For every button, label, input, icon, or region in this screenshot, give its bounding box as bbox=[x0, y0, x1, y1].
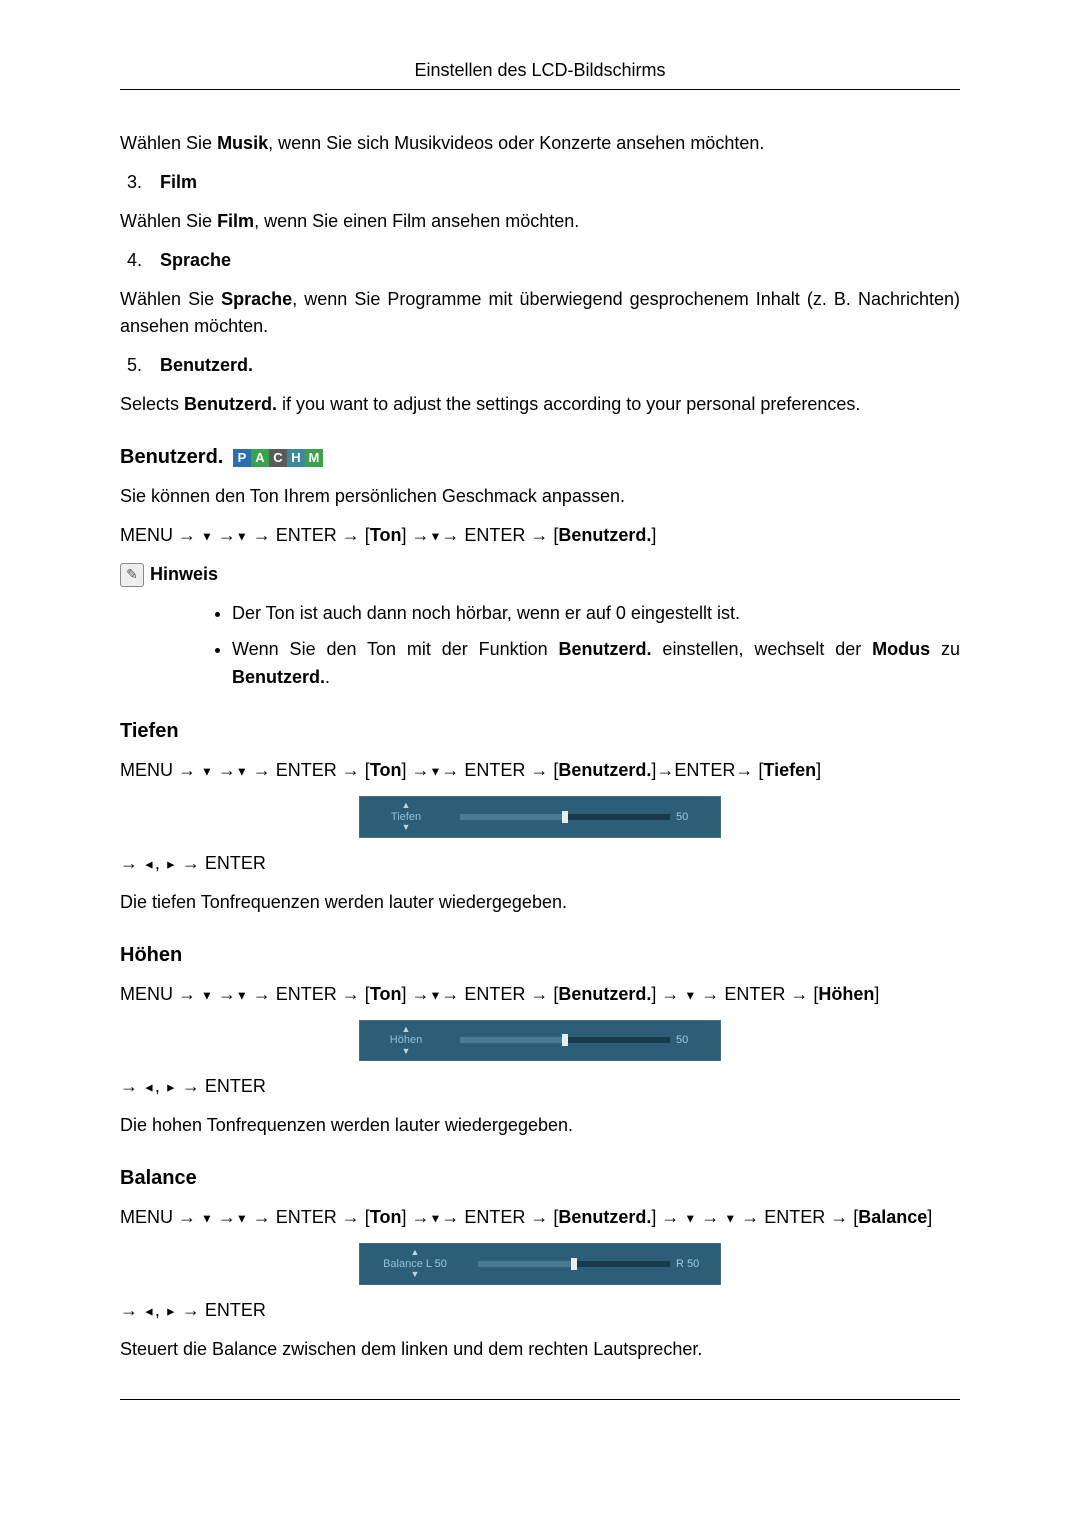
hoehen-menu-path: MENU → ▼ →▼ → ENTER → [Ton] →▼→ ENTER → … bbox=[120, 981, 960, 1008]
list-title: Film bbox=[160, 169, 197, 196]
text: Wählen Sie bbox=[120, 289, 221, 309]
heading-text: Benutzerd. bbox=[120, 446, 223, 468]
list-number: 4. bbox=[120, 247, 142, 274]
slider-label: Höhen bbox=[390, 1034, 422, 1046]
text-bold: Benutzerd. bbox=[232, 667, 325, 687]
list-item-sprache: 4. Sprache bbox=[120, 247, 960, 274]
slider-fill bbox=[460, 814, 565, 820]
text-bold: Musik bbox=[217, 133, 268, 153]
section-heading-hoehen: Höhen bbox=[120, 944, 960, 967]
slider-label: Tiefen bbox=[391, 811, 421, 823]
slider-left: ▲ Höhen ▼ bbox=[360, 1025, 452, 1057]
badge-c: C bbox=[269, 449, 287, 467]
slider-value: 50 bbox=[676, 811, 712, 823]
slider-track[interactable] bbox=[460, 814, 670, 820]
slider-track[interactable] bbox=[478, 1261, 670, 1267]
slider-thumb[interactable] bbox=[571, 1258, 577, 1270]
text-bold: Benutzerd. bbox=[559, 639, 652, 659]
badge-m: M bbox=[305, 449, 323, 467]
slider-fill bbox=[460, 1037, 565, 1043]
text: if you want to adjust the settings accor… bbox=[277, 394, 860, 414]
text: Wählen Sie bbox=[120, 211, 217, 231]
balance-slider[interactable]: ▲ Balance L 50 ▼ R 50 bbox=[359, 1243, 721, 1285]
badge-h: H bbox=[287, 449, 305, 467]
balance-left-value: L 50 bbox=[426, 1258, 447, 1270]
slider-fill bbox=[478, 1261, 574, 1267]
tiefen-after: → ◄, ► → ENTER bbox=[120, 850, 960, 877]
balance-desc: Steuert die Balance zwischen dem linken … bbox=[120, 1336, 960, 1363]
text-bold: Sprache bbox=[221, 289, 292, 309]
section-heading-tiefen: Tiefen bbox=[120, 720, 960, 743]
benutzerd-desc: Selects Benutzerd. if you want to adjust… bbox=[120, 391, 960, 418]
arrow-down-icon: ▼ bbox=[402, 823, 411, 833]
text: . bbox=[325, 667, 330, 687]
slider-track-wrap: 50 bbox=[452, 1025, 720, 1057]
balance-menu-path: MENU → ▼ →▼ → ENTER → [Ton] →▼→ ENTER → … bbox=[120, 1204, 960, 1231]
text: , wenn Sie sich Musikvideos oder Konzert… bbox=[268, 133, 764, 153]
pencil-icon: ✎ bbox=[120, 563, 144, 587]
mode-badges: P A C H M bbox=[233, 449, 323, 467]
list-item-film: 3. Film bbox=[120, 169, 960, 196]
tiefen-desc: Die tiefen Tonfrequenzen werden lauter w… bbox=[120, 889, 960, 916]
balance-right-value: R 50 bbox=[676, 1258, 712, 1270]
slider-track[interactable] bbox=[460, 1037, 670, 1043]
note-label: Hinweis bbox=[150, 561, 218, 588]
arrow-down-icon: ▼ bbox=[402, 1047, 411, 1057]
list-title: Sprache bbox=[160, 247, 231, 274]
list-number: 5. bbox=[120, 352, 142, 379]
arrow-up-icon: ▲ bbox=[402, 1025, 411, 1035]
hoehen-desc: Die hohen Tonfrequenzen werden lauter wi… bbox=[120, 1112, 960, 1139]
sprache-desc: Wählen Sie Sprache, wenn Sie Programme m… bbox=[120, 286, 960, 340]
film-desc: Wählen Sie Film, wenn Sie einen Film ans… bbox=[120, 208, 960, 235]
hoehen-after: → ◄, ► → ENTER bbox=[120, 1073, 960, 1100]
content-body: Wählen Sie Musik, wenn Sie sich Musikvid… bbox=[120, 130, 960, 1400]
text: zu bbox=[930, 639, 960, 659]
page-header: Einstellen des LCD-Bildschirms bbox=[120, 60, 960, 90]
slider-thumb[interactable] bbox=[562, 1034, 568, 1046]
text: einstellen, wechselt der bbox=[652, 639, 873, 659]
section-heading-benutzerd: Benutzerd. P A C H M bbox=[120, 446, 960, 469]
bullet-2: Wenn Sie den Ton mit der Funktion Benutz… bbox=[232, 636, 960, 692]
tiefen-menu-path: MENU → ▼ →▼ → ENTER → [Ton] →▼→ ENTER → … bbox=[120, 757, 960, 784]
benutzerd-intro: Sie können den Ton Ihrem persönlichen Ge… bbox=[120, 483, 960, 510]
badge-a: A bbox=[251, 449, 269, 467]
text: Selects bbox=[120, 394, 184, 414]
arrow-up-icon: ▲ bbox=[411, 1248, 420, 1258]
list-item-benutzerd: 5. Benutzerd. bbox=[120, 352, 960, 379]
note-row: ✎ Hinweis bbox=[120, 561, 960, 588]
slider-left: ▲ Balance L 50 ▼ bbox=[360, 1248, 470, 1280]
text-bold: Benutzerd. bbox=[184, 394, 277, 414]
slider-track-wrap: R 50 bbox=[470, 1248, 720, 1280]
bullet-1: Der Ton ist auch dann noch hörbar, wenn … bbox=[232, 600, 960, 628]
text: , wenn Sie einen Film ansehen möchten. bbox=[254, 211, 579, 231]
arrow-up-icon: ▲ bbox=[402, 801, 411, 811]
text-bold: Modus bbox=[872, 639, 930, 659]
note-bullets: Der Ton ist auch dann noch hörbar, wenn … bbox=[232, 600, 960, 692]
balance-after: → ◄, ► → ENTER bbox=[120, 1297, 960, 1324]
benutzerd-menu-path: MENU → ▼ →▼ → ENTER → [Ton] →▼→ ENTER → … bbox=[120, 522, 960, 549]
badge-p: P bbox=[233, 449, 251, 467]
hoehen-slider[interactable]: ▲ Höhen ▼ 50 bbox=[359, 1020, 721, 1062]
slider-left: ▲ Tiefen ▼ bbox=[360, 801, 452, 833]
text: Wählen Sie bbox=[120, 133, 217, 153]
slider-thumb[interactable] bbox=[562, 811, 568, 823]
slider-track-wrap: 50 bbox=[452, 801, 720, 833]
footer-rule bbox=[120, 1399, 960, 1400]
arrow-down-icon: ▼ bbox=[411, 1270, 420, 1280]
slider-value: 50 bbox=[676, 1034, 712, 1046]
section-heading-balance: Balance bbox=[120, 1167, 960, 1190]
tiefen-slider[interactable]: ▲ Tiefen ▼ 50 bbox=[359, 796, 721, 838]
music-line: Wählen Sie Musik, wenn Sie sich Musikvid… bbox=[120, 130, 960, 157]
text-bold: Film bbox=[217, 211, 254, 231]
list-title: Benutzerd. bbox=[160, 352, 253, 379]
page: Einstellen des LCD-Bildschirms Wählen Si… bbox=[0, 0, 1080, 1460]
list-number: 3. bbox=[120, 169, 142, 196]
text: Wenn Sie den Ton mit der Funktion bbox=[232, 639, 559, 659]
